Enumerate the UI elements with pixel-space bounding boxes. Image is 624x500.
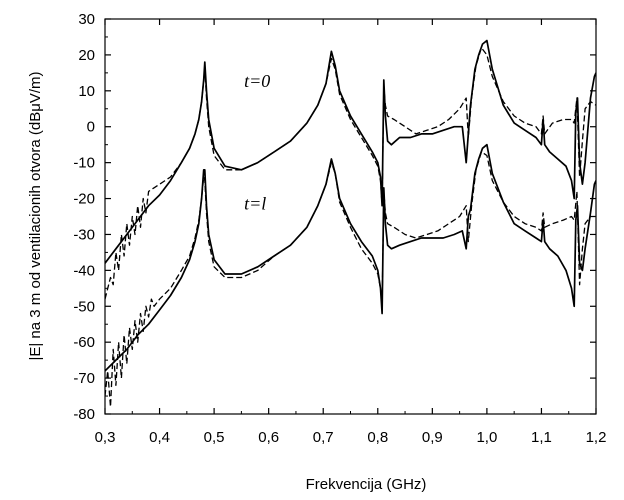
x-tick-label: 1,1 bbox=[531, 429, 552, 446]
y-tick-label: -40 bbox=[73, 262, 95, 279]
series-line-tl-solid bbox=[105, 143, 596, 372]
y-tick-label: -80 bbox=[73, 406, 95, 423]
x-tick-label: 0,7 bbox=[313, 429, 334, 446]
y-tick-label: -10 bbox=[73, 155, 95, 172]
x-tick-label: 1,2 bbox=[586, 429, 607, 446]
annotation-label: t=l bbox=[244, 193, 266, 213]
x-tick-label: 0,3 bbox=[95, 429, 116, 446]
y-tick-label: 30 bbox=[78, 11, 95, 28]
axes: 0,3 0,4 0,5 0,6 0,7 0,8 0,9 1,0 1,1 1,2 30 20 10 0 -10… bbox=[73, 11, 606, 446]
series-line-tl-dashed bbox=[105, 151, 596, 408]
plot-area: t=0 t=l bbox=[105, 39, 596, 408]
x-axis-title: Frekvencija (GHz) bbox=[306, 476, 427, 493]
y-tick-label: 0 bbox=[87, 119, 95, 136]
y-axis-title: |E| na 3 m od ventilacionih otvora (dBμV… bbox=[27, 71, 44, 360]
x-tick-label: 0,4 bbox=[149, 429, 170, 446]
x-tick-label: 0,8 bbox=[367, 429, 388, 446]
x-tick-label: 0,5 bbox=[204, 429, 225, 446]
x-tick-label: 0,9 bbox=[422, 429, 443, 446]
annotation-label: t=0 bbox=[244, 71, 270, 91]
y-tick-label: 20 bbox=[78, 47, 95, 64]
x-tick-label: 0,6 bbox=[258, 429, 279, 446]
plot-frame bbox=[104, 18, 597, 415]
y-tick-label: -70 bbox=[73, 370, 95, 387]
y-tick-label: -60 bbox=[73, 334, 95, 351]
x-tick-label: 1,0 bbox=[476, 429, 497, 446]
series-line-t0-dashed bbox=[105, 47, 596, 300]
y-tick-label: 10 bbox=[78, 83, 95, 100]
y-tick-label: -50 bbox=[73, 298, 95, 315]
y-tick-label: -30 bbox=[73, 226, 95, 243]
y-tick-label: -20 bbox=[73, 191, 95, 208]
